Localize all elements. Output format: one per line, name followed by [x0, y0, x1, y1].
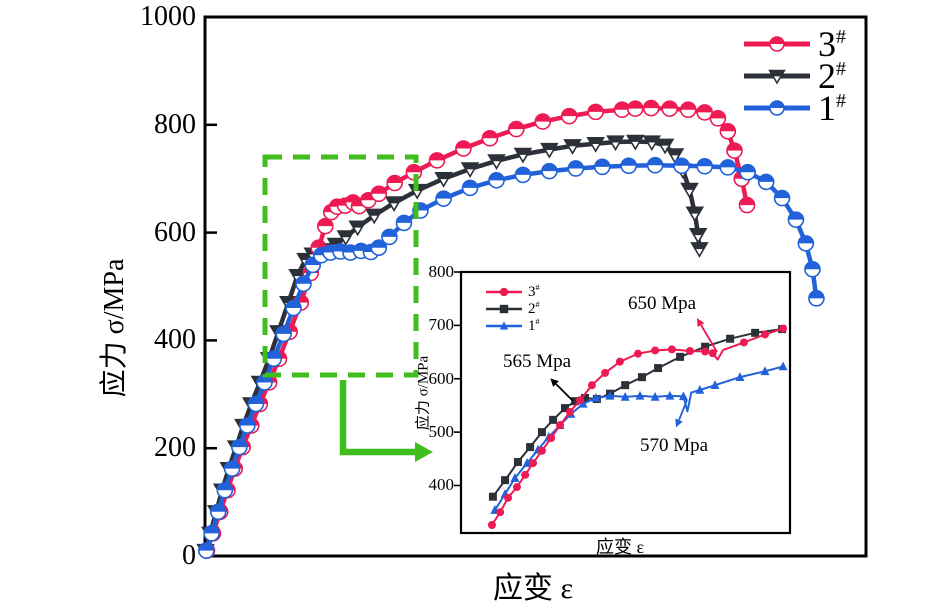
zoom-region-rect [262, 154, 419, 378]
legend-item-1#: 1# [742, 88, 846, 128]
annotation-arrow [675, 399, 688, 428]
legend-item-1#: 1# [484, 317, 540, 334]
legend-label-3#: 3# [528, 283, 540, 300]
zoom-link-arrow-line [339, 380, 416, 456]
main-plot-frame [203, 15, 868, 558]
legend-sample-2# [744, 69, 810, 85]
legend-sample-2# [486, 304, 522, 314]
legend-item-2#: 2# [484, 300, 540, 317]
series-1# [490, 361, 788, 514]
legend-label-superscript: # [535, 300, 540, 309]
legend-sample-1# [744, 100, 810, 116]
zoom-link-arrowhead [415, 442, 433, 462]
legend-label-2#: 2# [528, 300, 540, 317]
y-tick-label-800: 800 [154, 108, 196, 140]
legend-sample-3# [744, 36, 810, 52]
legend-label-1#: 1# [528, 317, 540, 334]
legend-sample-3# [486, 287, 522, 297]
inset-y-tick-label-500: 500 [428, 422, 455, 442]
inset-y-tick-label-800: 800 [428, 262, 455, 281]
legend-item-3#: 3# [742, 24, 846, 64]
y-tick-label-200: 200 [154, 432, 196, 464]
legend-label-superscript: # [836, 90, 846, 112]
series-3# [487, 324, 788, 529]
inset-x-axis-title: 应变 ε [595, 537, 645, 557]
legend-label-superscript: # [535, 317, 540, 326]
y-tick-label-600: 600 [154, 216, 196, 248]
series-1# [198, 156, 825, 559]
legend-label-1#: 1# [818, 88, 846, 128]
y-tick-label-0: 0 [182, 540, 196, 571]
y-tick-label-400: 400 [154, 324, 196, 356]
legend-label-superscript: # [535, 283, 540, 292]
inset-y-tick-label-400: 400 [428, 475, 455, 495]
x-axis-title: 应变 ε [492, 572, 574, 605]
legend-label-2#: 2# [818, 56, 846, 96]
annotation-650-mpa: 650 Mpa [628, 293, 697, 314]
legend-label-3#: 3# [818, 24, 846, 64]
annotation-565-mpa: 565 Mpa [503, 351, 572, 372]
legend-label-superscript: # [836, 26, 846, 48]
legend-sample-1# [486, 321, 522, 330]
y-tick-label-1000: 1000 [140, 1, 196, 32]
annotation-570-mpa: 570 Mpa [640, 435, 709, 456]
inset-y-tick-label-600: 600 [428, 368, 455, 388]
inset-y-tick-label-700: 700 [428, 315, 455, 335]
annotation-arrow [550, 378, 574, 402]
inset-y-axis-title: 应力 σ/MPa [415, 355, 432, 431]
legend-item-3#: 3# [484, 283, 540, 300]
legend-label-superscript: # [836, 58, 846, 80]
legend-item-2#: 2# [742, 56, 846, 96]
annotation-arrow [696, 318, 718, 353]
